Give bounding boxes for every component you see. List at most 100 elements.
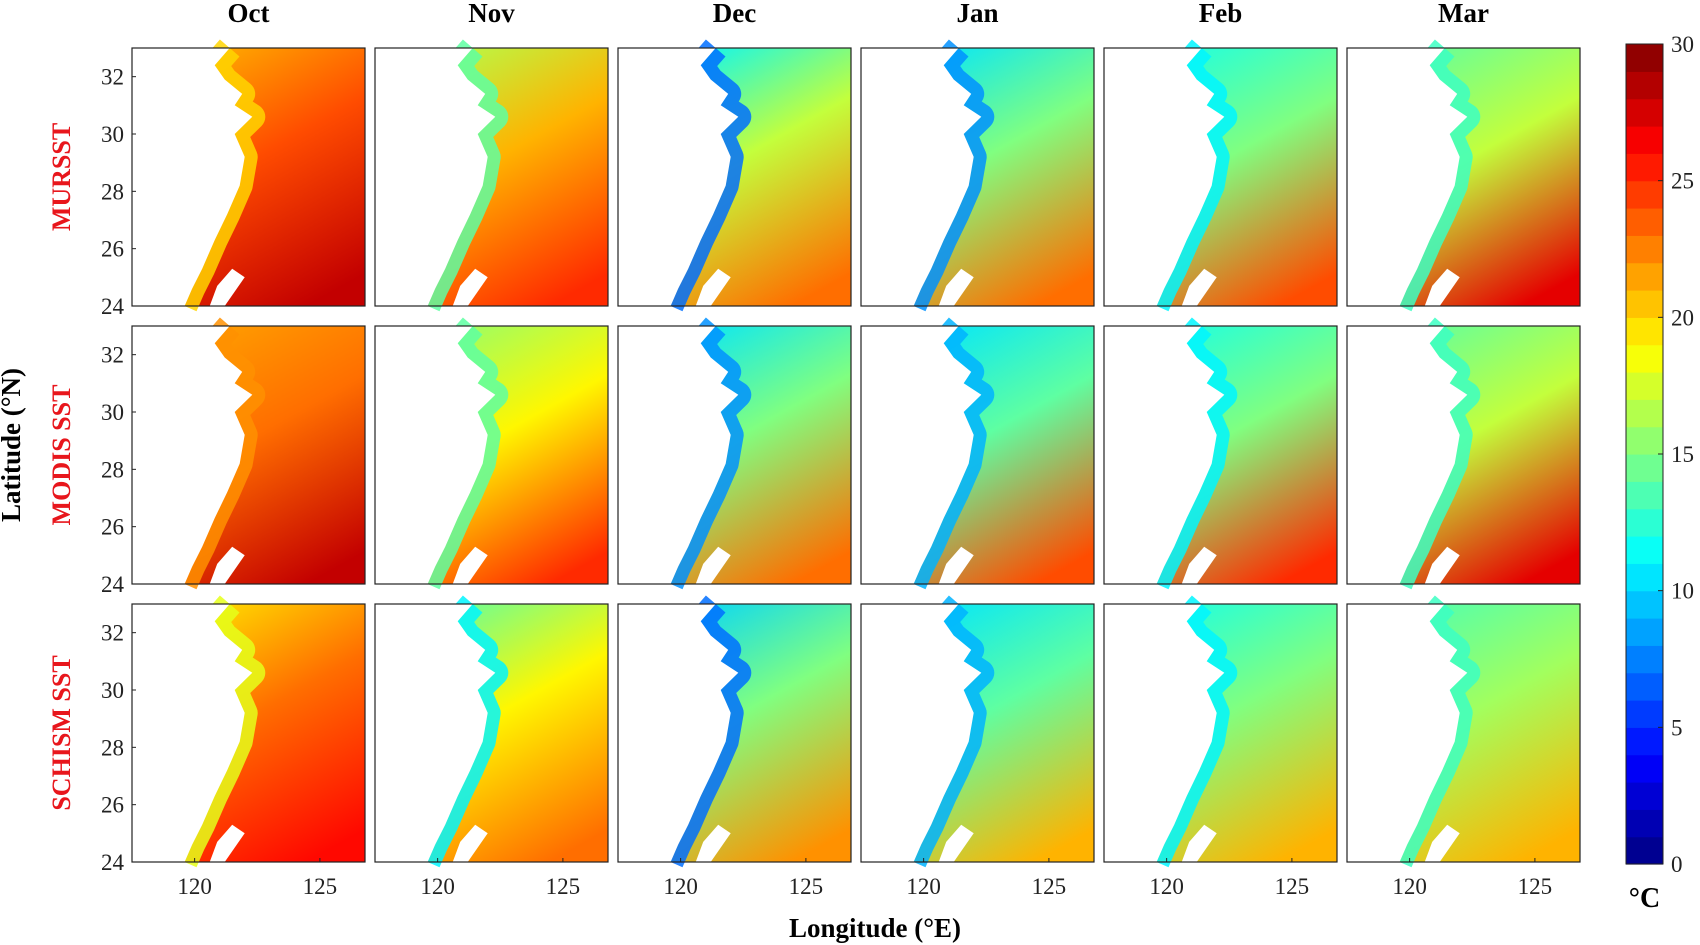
x-tick-label: 125 [789,874,824,899]
colorbar-level [1626,98,1663,127]
taiwan-island [452,268,488,306]
month-title: Nov [468,0,515,28]
panel-frame [374,603,609,863]
panel-frame [131,603,366,863]
colorbar-level [1626,508,1663,537]
colorbar-level [1626,782,1663,810]
row-labels: MURSST MODIS SST SCHISM SST [47,123,76,811]
land-mask [861,326,982,584]
colorbar-level [1626,836,1663,865]
land-mask [132,604,253,862]
map-panel [374,39,609,312]
taiwan-island [452,546,488,584]
month-title: Jan [956,0,998,28]
taiwan-island [209,824,245,862]
colorbar-level [1626,700,1663,728]
y-axis-label: Latitude (°N) [0,368,26,522]
colorbar-level [1626,536,1663,564]
colorbar-level [1626,344,1663,373]
colorbar-level [1626,645,1663,674]
row-label: MURSST [47,123,76,231]
map-panel [1103,595,1338,868]
month-title: Feb [1199,0,1243,28]
map-panel [131,595,366,868]
land-mask [618,604,739,862]
land-mask [861,48,982,306]
land-mask [1104,48,1225,306]
map-panel [374,317,609,590]
colorbar-tick-label: 0 [1671,852,1683,877]
y-tick-label: 32 [101,621,124,646]
land-mask [375,48,496,306]
y-tick-label: 26 [101,237,124,262]
colorbar-level [1626,618,1663,646]
x-axis-label: Longitude (°E) [789,913,961,943]
x-tick-label: 120 [906,874,941,899]
map-panel [1346,595,1581,868]
x-tick-label: 120 [420,874,455,899]
map-panel [374,595,609,868]
y-tick-label: 28 [101,457,124,482]
taiwan-island [695,546,731,584]
colorbar-tick-label: 15 [1671,442,1694,467]
taiwan-island [938,268,974,306]
colorbar-level [1626,727,1663,756]
month-title: Oct [228,0,270,28]
colorbar-tick-label: 5 [1671,715,1683,740]
row-label: MODIS SST [47,385,76,526]
land-mask [861,604,982,862]
map-panel [1346,317,1581,590]
y-tick-label: 30 [101,400,124,425]
panel-frame [617,325,852,585]
month-title: Mar [1438,0,1489,28]
taiwan-island [209,268,245,306]
panel-frame [374,47,609,307]
colorbar-level [1626,208,1663,236]
land-mask [375,604,496,862]
colorbar-level [1626,153,1663,182]
taiwan-island [209,546,245,584]
taiwan-island [1424,824,1460,862]
y-tick-label: 26 [101,793,124,818]
land-mask [132,326,253,584]
x-tick-label: 120 [1149,874,1184,899]
colorbar-level [1626,426,1663,455]
colorbar-tick-label: 25 [1671,169,1694,194]
colorbar-level [1626,481,1663,510]
panel-frame [860,325,1095,585]
panel-frame [1103,603,1338,863]
colorbar-level [1626,126,1663,154]
land-mask [132,48,253,306]
map-panel [131,317,366,590]
row-label: SCHISM SST [47,655,76,810]
taiwan-island [938,824,974,862]
colorbar: 0 5 10 15 20 25 30 °C [1625,32,1694,914]
colorbar-level [1626,235,1663,264]
colorbar-level [1626,672,1663,701]
land-mask [375,326,496,584]
colorbar-level [1626,290,1663,318]
x-tick-label: 120 [1392,874,1427,899]
colorbar-unit-label: °C [1629,883,1660,914]
x-tick-label: 125 [1275,874,1310,899]
y-tick-label: 32 [101,65,124,90]
colorbar-tick-label: 30 [1671,32,1694,57]
map-panel [617,39,852,312]
panel-frame [1103,47,1338,307]
y-tick-label: 28 [101,735,124,760]
map-panel [860,39,1095,312]
map-panel [1346,39,1581,312]
taiwan-island [1424,268,1460,306]
taiwan-island [695,824,731,862]
colorbar-level [1626,262,1663,291]
colorbar-level [1626,399,1663,428]
map-panel [860,595,1095,868]
land-mask [1347,48,1468,306]
x-tick-label: 125 [1518,874,1553,899]
panel-frame [131,47,366,307]
panel-frame [860,47,1095,307]
y-tick-label: 32 [101,343,124,368]
colorbar-level [1626,454,1663,482]
y-tick-label: 26 [101,515,124,540]
